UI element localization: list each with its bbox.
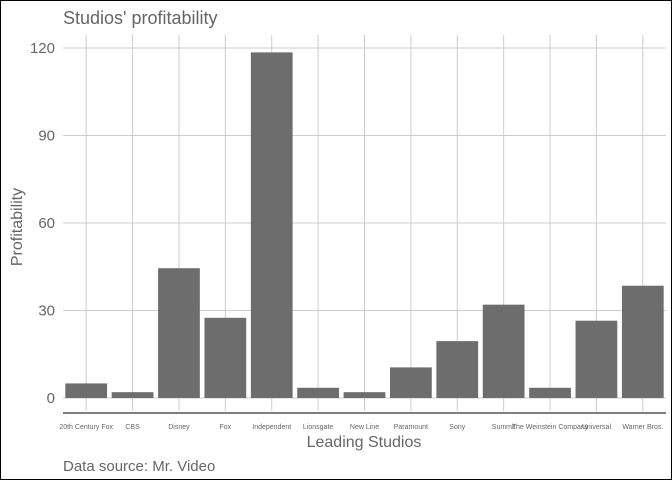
y-tick-label: 60 <box>38 215 55 232</box>
y-tick-label: 90 <box>38 128 55 145</box>
bar <box>621 285 664 398</box>
x-tick-label: Lionsgate <box>303 424 333 431</box>
bar <box>158 268 200 398</box>
bar <box>250 52 293 398</box>
x-tick-label: Sony <box>449 424 465 431</box>
x-tick-label: Summit <box>492 424 516 431</box>
bar <box>343 392 386 398</box>
x-tick-label: Fox <box>220 424 232 431</box>
bar <box>297 387 339 398</box>
bar <box>390 367 432 398</box>
chart-caption: Data source: Mr. Video <box>63 458 215 475</box>
x-tick-label: Warner Bros. <box>622 424 663 431</box>
y-tick-label: 0 <box>47 390 55 407</box>
x-tick-label: New Line <box>350 424 379 431</box>
x-tick-label: Paramount <box>394 424 428 431</box>
bar <box>111 392 154 398</box>
y-tick-labels: 0 30 60 90 120 <box>30 40 55 407</box>
x-axis-label: Leading Studios <box>307 434 422 451</box>
x-tick-label: The Weinstein Company <box>512 424 589 431</box>
x-tick-label: 20th Century Fox <box>59 424 113 431</box>
x-tick-label: Disney <box>168 424 190 431</box>
y-axis-label: Profitability <box>9 188 26 266</box>
x-tick-label: CBS <box>125 424 140 431</box>
bars <box>65 52 664 398</box>
bar <box>482 304 525 398</box>
x-tick-labels: 20th Century Fox CBS Disney Fox Independent L… <box>59 424 663 431</box>
chart-title: Studios' profitability <box>63 8 218 28</box>
y-tick-label: 30 <box>38 303 55 320</box>
y-tick-label: 120 <box>30 40 55 57</box>
x-tick-label: Independent <box>252 424 291 431</box>
x-tick-label: Universal <box>582 424 612 431</box>
bar <box>204 317 247 398</box>
bar <box>436 341 479 398</box>
bar <box>65 383 108 398</box>
bar <box>575 320 618 398</box>
bar <box>529 387 571 398</box>
